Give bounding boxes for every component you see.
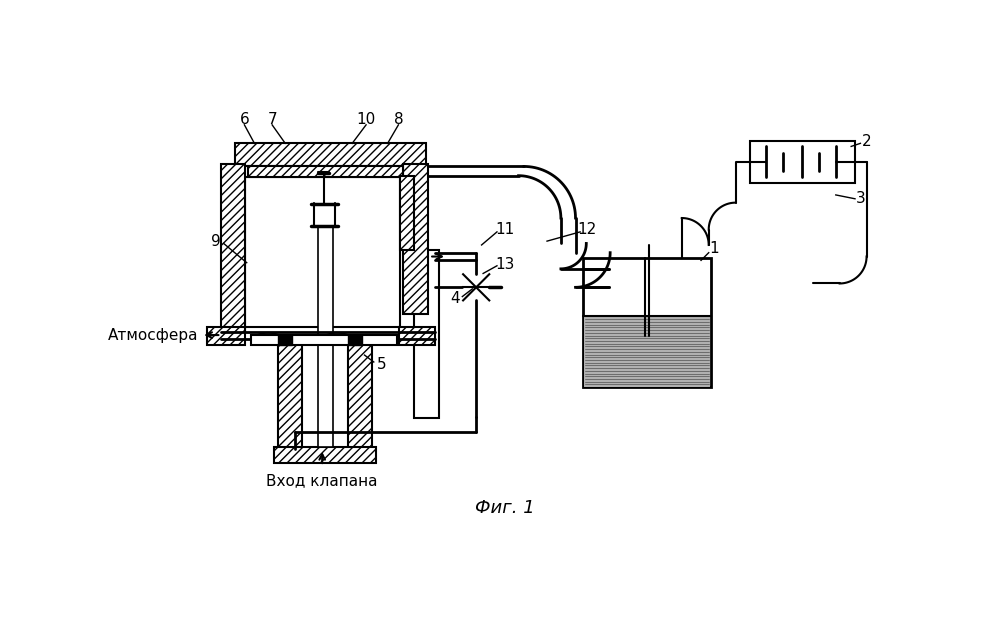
Text: 9: 9: [211, 234, 221, 249]
Bar: [245, 177, 400, 328]
Bar: [235, 143, 427, 167]
Bar: [414, 251, 440, 418]
Text: 1: 1: [709, 241, 719, 256]
Text: Фиг. 1: Фиг. 1: [475, 499, 534, 517]
Bar: [251, 335, 397, 345]
Text: 5: 5: [377, 357, 387, 372]
Text: 11: 11: [496, 222, 514, 237]
Bar: [279, 343, 302, 450]
Bar: [584, 317, 710, 387]
Text: 13: 13: [495, 257, 514, 271]
Bar: [583, 258, 711, 387]
Bar: [207, 328, 245, 345]
Bar: [400, 176, 414, 251]
Text: 4: 4: [450, 291, 460, 307]
Text: 2: 2: [862, 133, 871, 149]
Text: 12: 12: [577, 222, 596, 237]
Text: 3: 3: [856, 191, 866, 206]
Bar: [400, 328, 436, 345]
Bar: [349, 335, 363, 345]
Text: Атмосфера: Атмосфера: [108, 328, 198, 342]
Text: 8: 8: [394, 112, 404, 127]
Bar: [222, 164, 245, 331]
Text: 7: 7: [268, 112, 277, 127]
Text: Вход клапана: Вход клапана: [267, 474, 378, 489]
Bar: [319, 226, 333, 447]
Text: 10: 10: [357, 112, 376, 127]
Bar: [279, 335, 292, 345]
Text: 6: 6: [240, 112, 250, 127]
Bar: [349, 343, 373, 450]
Bar: [249, 166, 403, 177]
Bar: [749, 141, 855, 183]
Bar: [274, 447, 376, 463]
Bar: [403, 164, 428, 314]
